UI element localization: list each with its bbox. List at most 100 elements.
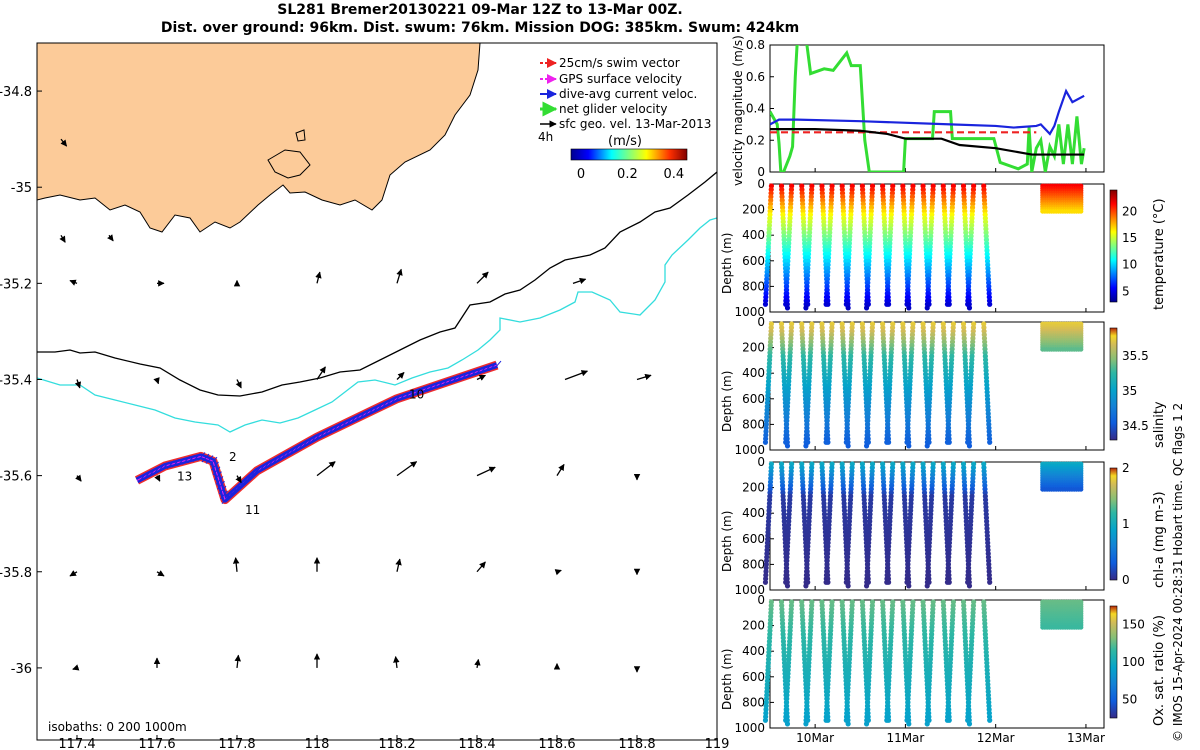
track-hatching [138, 360, 502, 504]
map-xtick-label: 118.6 [538, 737, 575, 750]
geo-vector [474, 658, 481, 669]
depth-colorbar-tick: 35 [1122, 384, 1137, 398]
profile-sample [987, 579, 993, 585]
depth-ytick-label: 0 [757, 177, 765, 191]
glider-track: 10 2 13 11 [134, 360, 502, 517]
track-hatch-mark [417, 386, 426, 396]
depth-ytick-label: 800 [742, 695, 765, 709]
isobath-1000m [37, 217, 717, 433]
track-hatch-mark [201, 453, 210, 463]
track-hatch-mark [455, 373, 464, 383]
track-hatch-mark [322, 428, 331, 438]
legend-swim-label: 25cm/s swim vector [559, 56, 680, 70]
geo-vector [556, 463, 565, 476]
depth-ytick-label: 0 [757, 455, 765, 469]
profile-sample [987, 439, 993, 445]
track-hatch-mark [313, 432, 322, 442]
profile-sample [762, 579, 769, 585]
geo-vector [153, 377, 160, 385]
track-hatch-mark [235, 482, 244, 492]
profile-sample [762, 301, 769, 307]
depth-colorbar-tick: 34.5 [1122, 419, 1149, 433]
profile-sample [783, 579, 789, 585]
profile-sample [1078, 346, 1084, 352]
profile-sample [762, 717, 769, 723]
track-hatch-mark [147, 468, 156, 478]
profile-sample [863, 305, 870, 311]
depth-colorbar-tick: 35.5 [1122, 349, 1149, 363]
track-hatch-mark [220, 490, 228, 500]
profile-sample [783, 717, 789, 723]
map-xtick-label: 118 [305, 737, 330, 750]
chart-title-line1: SL281 Bremer20130221 09-Mar 12Z to 13-Ma… [277, 2, 683, 18]
geo-vector [234, 654, 241, 668]
isobaths-label: isobaths: 0 200 1000m [48, 720, 187, 734]
depth-colorbar-tick: 1 [1122, 517, 1130, 531]
track-hatch-mark [275, 454, 283, 464]
geo-velocity-vectors [59, 138, 652, 673]
track-hatch-mark [250, 469, 258, 479]
geo-vector [476, 561, 486, 573]
track-hatch-mark [407, 389, 416, 399]
profile-sample [924, 305, 930, 311]
vel-ytick-label: 0.4 [746, 102, 765, 116]
profile-sample [803, 583, 809, 589]
track-hatch-mark [239, 479, 248, 488]
geo-vector [476, 466, 496, 477]
geo-vector [69, 279, 78, 286]
track-hatch-mark [209, 456, 218, 466]
geo-vector [156, 570, 165, 577]
vel-ytick-label: 0.6 [746, 70, 765, 84]
velocity-panel: 0 0.2 0.4 0.6 0.8 velocity magnitude (m/s) [731, 35, 1105, 186]
depth-colorbar-tick: 5 [1122, 284, 1130, 298]
track-hatch-mark [300, 440, 309, 449]
profile-sample [823, 439, 829, 445]
profile-sample [762, 439, 769, 445]
profile-sample [863, 443, 870, 449]
track-hatch-mark [266, 459, 275, 468]
profile-sample [823, 579, 829, 585]
track-hatch-mark [366, 407, 375, 416]
track-hatch-mark [465, 370, 473, 380]
map-frame [36, 42, 718, 741]
track-hatch-mark [344, 417, 353, 427]
profile-sample [884, 579, 890, 585]
depth-ytick-label: 200 [742, 619, 765, 633]
track-hatch-mark [257, 464, 266, 473]
geo-vector [395, 558, 402, 572]
peninsula [267, 149, 311, 179]
track-hatch-mark [441, 378, 449, 388]
profile-sample [843, 301, 849, 307]
map-ytick-label: -35 [11, 181, 32, 196]
track-hatch-mark [253, 466, 262, 476]
geo-vector [316, 461, 336, 477]
track-hatch-mark [221, 495, 230, 504]
depth-ylabel: Depth (m) [720, 371, 734, 432]
track-hatch-mark [283, 449, 292, 459]
depth-ytick-label: 400 [742, 366, 765, 380]
geo-vector [107, 234, 114, 242]
track-hatch-mark [305, 437, 313, 447]
time-tick-label: 10Mar [796, 731, 834, 745]
track-hatch-mark [436, 379, 445, 389]
track-hatch-mark [469, 368, 478, 378]
geo-vector [154, 474, 161, 482]
profile-sample [803, 305, 809, 311]
profile-sample [904, 301, 910, 307]
track-hatch-mark [479, 365, 488, 375]
track-hatch-mark [446, 376, 454, 386]
depth-ytick-label: 600 [742, 392, 765, 406]
depth-colorbar [1109, 189, 1118, 303]
track-hatch-mark [156, 464, 165, 473]
track-hatch-mark [426, 383, 435, 392]
depth-colorbar-label: salinity [1152, 401, 1167, 448]
profile-sample [965, 301, 971, 307]
speed-colorbar-tick: 0 [577, 167, 585, 182]
depth-ytick-label: 400 [742, 228, 765, 242]
geo-vector [74, 379, 82, 389]
track-hatch-mark [166, 460, 175, 469]
track-hatch-mark [384, 398, 393, 408]
depth-ytick-label: 200 [742, 481, 765, 495]
vel-ytick-label: 0.2 [746, 133, 765, 147]
